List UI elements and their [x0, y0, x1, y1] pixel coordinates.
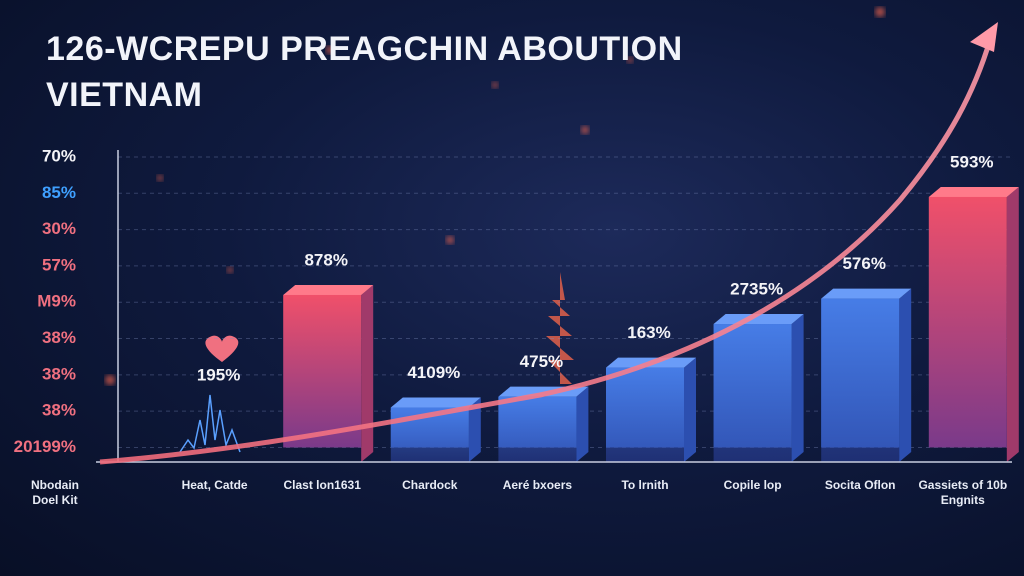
- bar-group: [713, 314, 804, 462]
- bar-shade: [713, 324, 792, 462]
- bar-group: [821, 288, 912, 462]
- bar-group: [498, 386, 589, 462]
- bar-side: [576, 386, 589, 462]
- y-tick-label: 38%: [42, 364, 76, 383]
- value-label: 593%: [950, 152, 993, 171]
- trend-arrow: [99, 39, 993, 465]
- y-tick-label: 20199%: [14, 437, 76, 456]
- bar-side: [899, 288, 912, 462]
- x-tick-label: Socita Oflon: [824, 478, 896, 492]
- x-tick-label: Copile lop: [723, 478, 782, 492]
- x-tick-label: Gassiets of 10b Engnits: [918, 478, 1008, 507]
- x-tick-label: To lrnith: [621, 478, 669, 492]
- bar-top: [821, 288, 912, 299]
- chart-title: 126-WCREPU PREAGCHIN ABOUTION VIETNAM: [46, 30, 683, 114]
- bar-group: [928, 186, 1019, 462]
- x-tick-label: Clast lon1631: [283, 478, 361, 492]
- value-label: 4109%: [407, 363, 460, 382]
- y-tick-label: 30%: [42, 219, 76, 238]
- y-tick-label: 38%: [42, 401, 76, 420]
- bar-group: [283, 284, 374, 462]
- x-tick-label: Chardock: [402, 478, 458, 492]
- y-tick-label: 70%: [42, 146, 76, 165]
- value-label: 195%: [197, 365, 240, 384]
- value-label: 475%: [520, 352, 563, 371]
- value-label: 878%: [304, 250, 347, 269]
- bar-top: [928, 186, 1019, 197]
- x-tick-label: Nbodain Doel Kit: [31, 478, 79, 507]
- decor-pagoda: [546, 272, 574, 384]
- bar-top: [713, 314, 804, 325]
- bar-side: [684, 357, 696, 462]
- value-label: 163%: [627, 323, 670, 342]
- bar-side: [468, 397, 481, 462]
- x-tick-label: Aeré bxoers: [502, 478, 573, 492]
- y-tick-label: 57%: [42, 255, 76, 274]
- decor-heart: [205, 335, 239, 362]
- bar: [283, 294, 362, 448]
- bar-shade: [821, 298, 900, 462]
- bar: [928, 196, 1007, 448]
- bar-top: [283, 284, 374, 295]
- bar-side: [1006, 186, 1019, 462]
- bar-shade: [606, 367, 684, 462]
- bar-side: [791, 314, 804, 462]
- bar-side: [361, 284, 374, 462]
- value-label: 2735%: [730, 280, 783, 299]
- trend-arrow-head: [970, 22, 998, 52]
- y-tick-label: 85%: [42, 183, 76, 202]
- value-label: 576%: [842, 254, 885, 273]
- decor-sparkline: [179, 394, 241, 453]
- y-tick-label: M9%: [37, 292, 76, 311]
- y-tick-label: 38%: [42, 328, 76, 347]
- x-tick-label: Heat, Catde: [181, 478, 248, 492]
- bar-shade: [498, 396, 577, 462]
- bar-group: [606, 357, 696, 462]
- bar-top: [390, 397, 481, 408]
